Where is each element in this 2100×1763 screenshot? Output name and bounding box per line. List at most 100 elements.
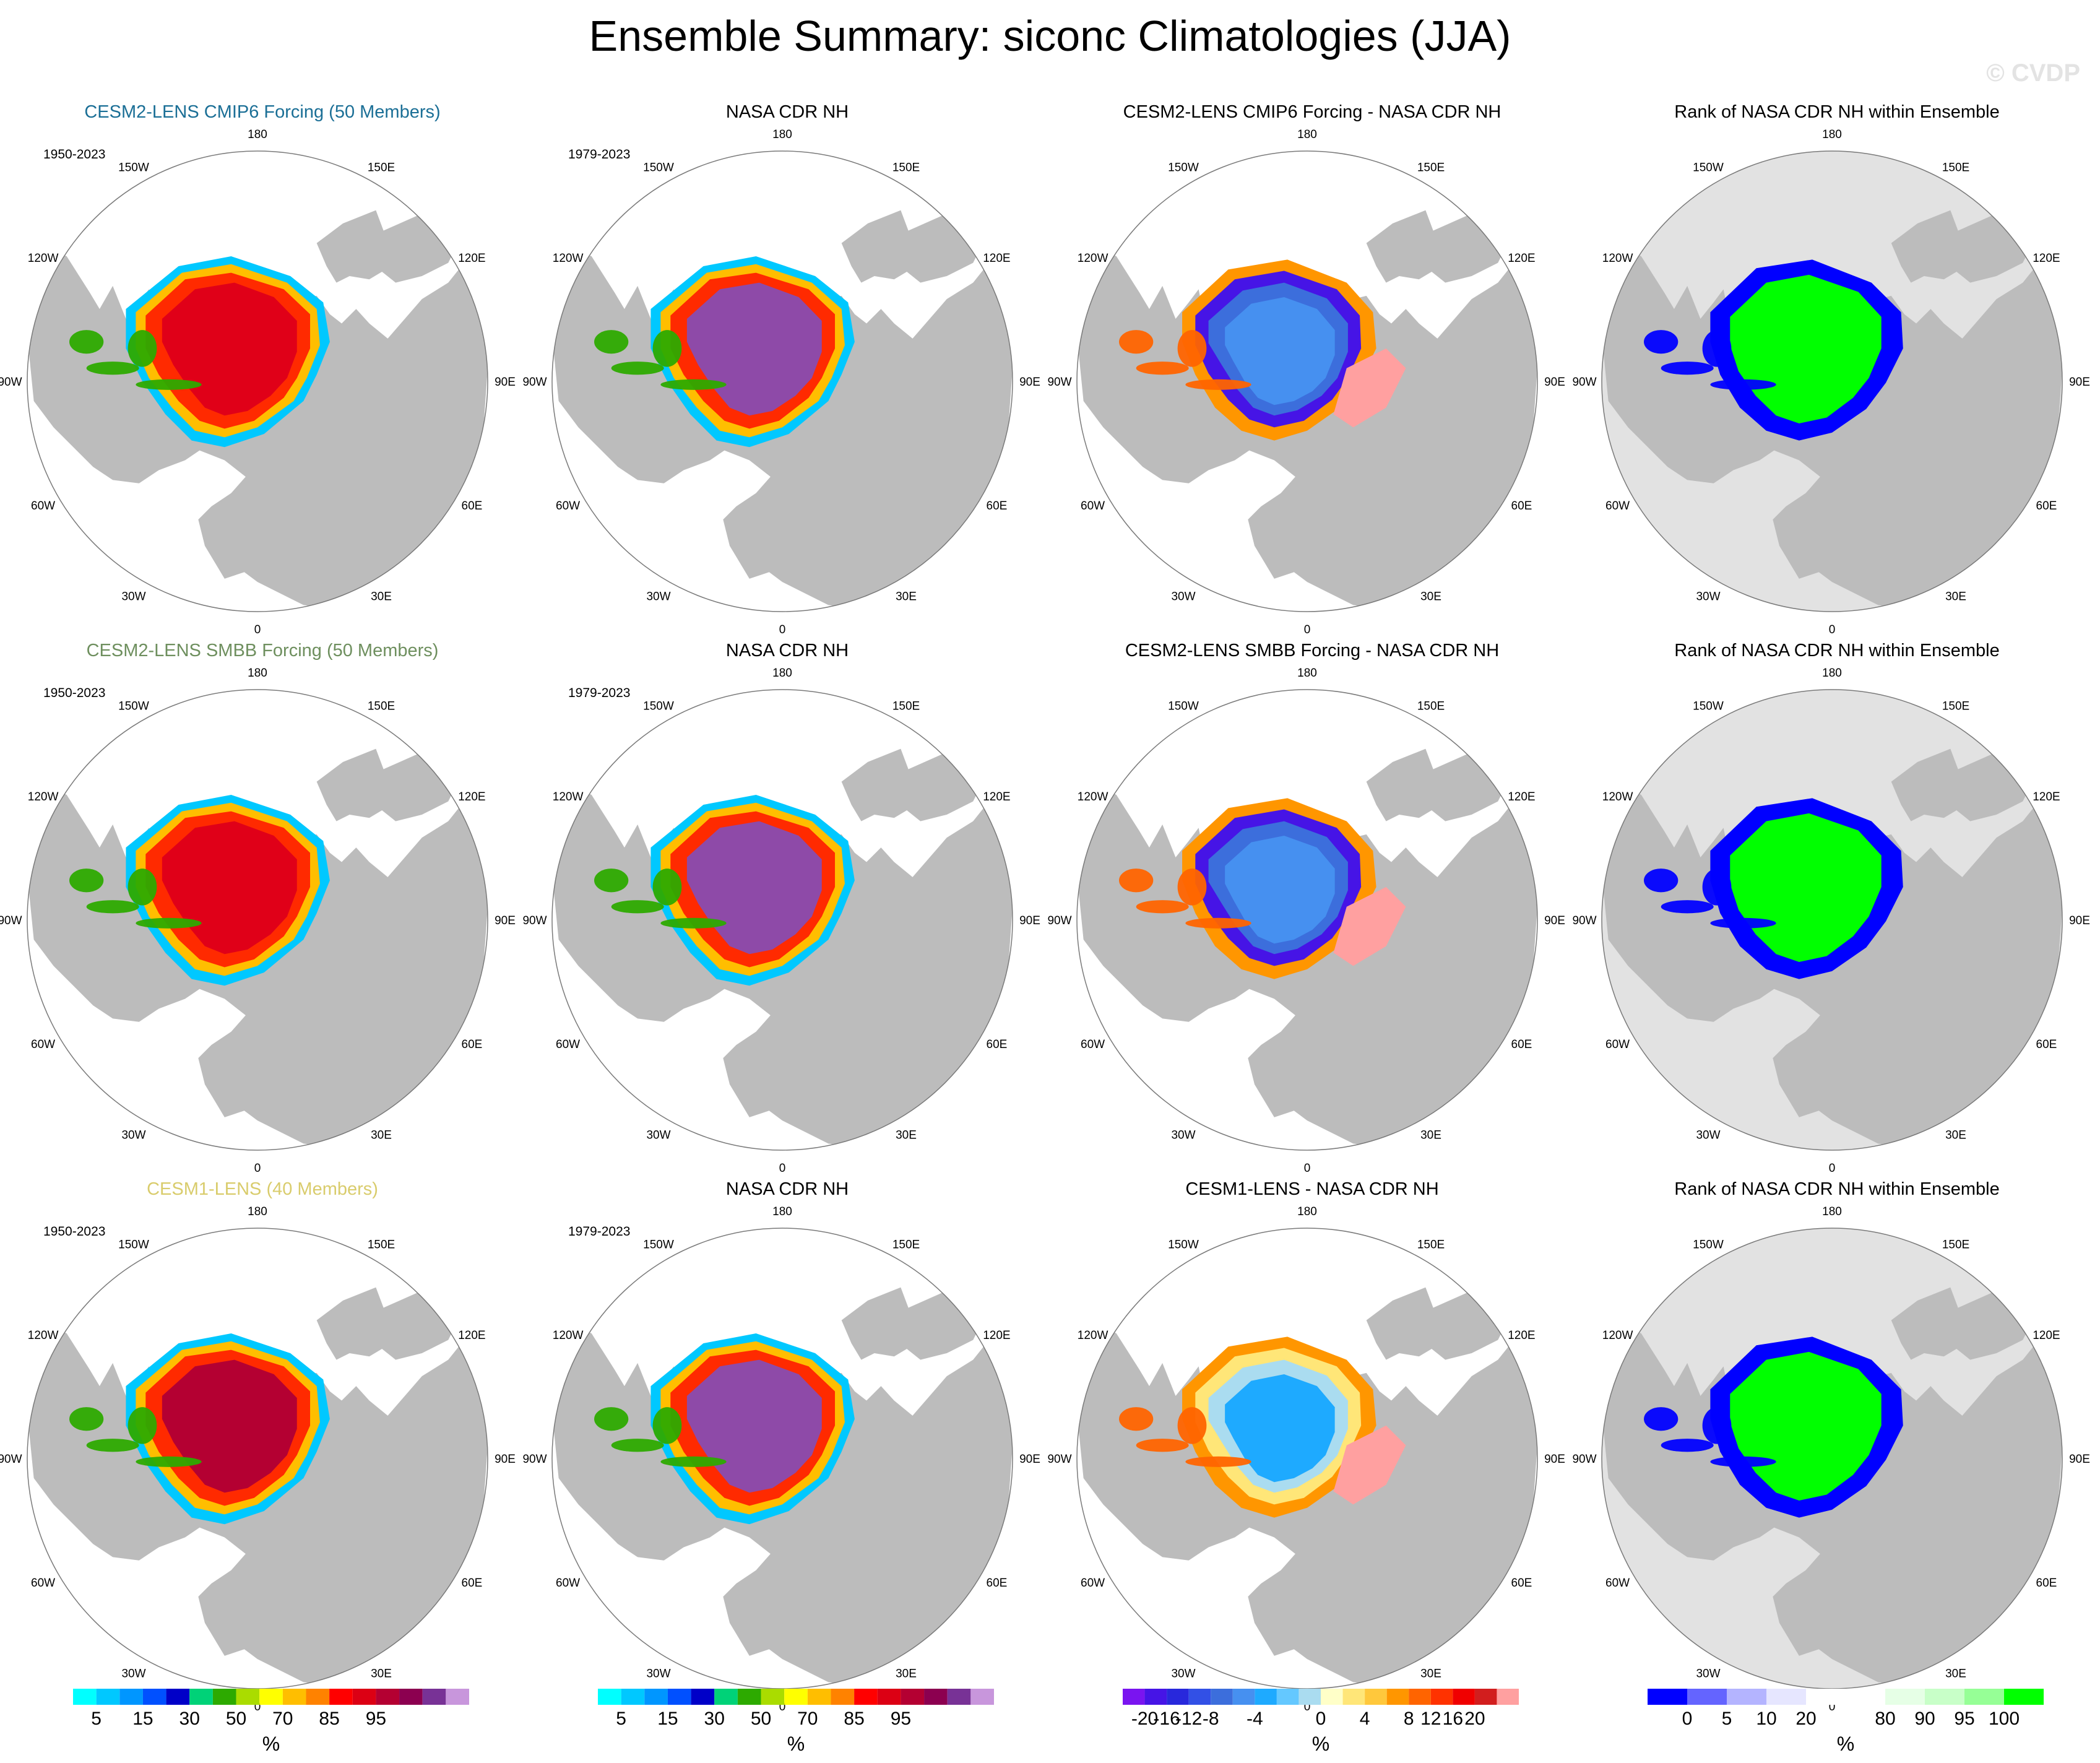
colorbar-tick-label: 5 — [91, 1709, 102, 1729]
colorbar-swatch — [1298, 1689, 1321, 1705]
map-boundary — [551, 150, 1013, 612]
colorbar-swatch — [1430, 1689, 1453, 1705]
colorbar-swatch — [2004, 1689, 2044, 1705]
colorbar-tick-label: 0 — [1682, 1709, 1693, 1729]
longitude-label: 30E — [896, 590, 917, 603]
colorbar-tick-label: 30 — [704, 1709, 725, 1729]
longitude-label: 180 — [1822, 1205, 1842, 1218]
longitude-label: 90E — [1019, 914, 1040, 927]
colorbar-swatch — [376, 1689, 400, 1705]
longitude-label: 30W — [1696, 1667, 1720, 1680]
longitude-label: 90W — [0, 914, 22, 927]
longitude-label: 120W — [1078, 791, 1108, 804]
obs-panel-title: NASA CDR NH — [725, 102, 849, 122]
longitude-label: 150E — [1942, 1239, 1969, 1252]
colorbar-swatch — [1232, 1689, 1255, 1705]
colorbar-swatch — [831, 1689, 855, 1705]
sea-ice-field — [1644, 798, 1903, 979]
longitude-label: 150W — [1168, 700, 1199, 713]
longitude-label: 120E — [458, 791, 485, 804]
colorbar-swatch — [737, 1689, 761, 1705]
longitude-label: 60W — [1081, 1577, 1105, 1590]
longitude-label: 0 — [254, 1700, 261, 1713]
colorbar-swatch — [1453, 1689, 1475, 1705]
colorbar-swatch — [901, 1689, 925, 1705]
longitude-label: 150W — [643, 700, 674, 713]
diff-polar-map: 180 150E 120E 90E 60E 30E 0 30W 60W 90W 120W 150W — [1045, 119, 1570, 644]
longitude-label: 180 — [1822, 667, 1842, 680]
longitude-label: 150W — [643, 1239, 674, 1252]
colorbar-tick-label: 30 — [179, 1709, 200, 1729]
longitude-label: 150E — [892, 700, 920, 713]
sea-ice-field — [1644, 1336, 1903, 1518]
colorbar-tick-label: 20 — [1464, 1709, 1485, 1729]
colorbar-swatch — [96, 1689, 120, 1705]
map-boundary — [551, 689, 1013, 1151]
longitude-label: 30W — [1171, 590, 1195, 603]
colorbar-tick-label: 16 — [1443, 1709, 1463, 1729]
longitude-label: 120E — [2033, 1329, 2060, 1342]
sea-ice-field — [594, 1333, 855, 1525]
climatology-period: 1979-2023 — [568, 147, 631, 162]
colorbar-swatch — [1497, 1689, 1519, 1705]
longitude-label: 120W — [28, 252, 59, 265]
longitude-label: 30W — [121, 590, 145, 603]
colorbar-tick-label: -20 — [1131, 1709, 1158, 1729]
longitude-label: 90E — [2069, 1453, 2090, 1466]
longitude-label: 90E — [1544, 376, 1565, 389]
colorbar-tick-label: 80 — [1875, 1709, 1895, 1729]
longitude-label: 30E — [1945, 1667, 1966, 1680]
colorbar-tick-label: 95 — [1954, 1709, 1974, 1729]
longitude-label: 120E — [983, 791, 1010, 804]
colorbar-tick-label: 50 — [751, 1709, 771, 1729]
colorbar-swatch — [1321, 1689, 1343, 1705]
ens-polar-map: 180 150E 120E 90E 60E 30E 0 30W 60W 90W 120W 150W — [0, 119, 520, 644]
climatology-period: 1979-2023 — [568, 1224, 631, 1239]
longitude-label: 150W — [118, 162, 149, 175]
longitude-label: 120W — [553, 1329, 584, 1342]
longitude-label: 90E — [495, 914, 516, 927]
colorbar-swatch — [189, 1689, 213, 1705]
longitude-label: 120W — [553, 791, 584, 804]
longitude-label: 30E — [371, 1667, 392, 1680]
colorbar-swatch — [259, 1689, 283, 1705]
map-boundary — [1076, 689, 1538, 1151]
colorbar-tick-label: 85 — [844, 1709, 864, 1729]
longitude-label: 30E — [371, 1128, 392, 1141]
colorbar-swatch — [1727, 1689, 1766, 1705]
obs-panel-title: NASA CDR NH — [725, 1179, 849, 1199]
longitude-label: 60E — [1511, 500, 1532, 513]
longitude-label: 150E — [368, 162, 395, 175]
colorbar-tick-label: 85 — [319, 1709, 339, 1729]
longitude-label: 60W — [1081, 1038, 1105, 1051]
longitude-label: 120E — [2033, 252, 2060, 265]
longitude-label: 180 — [1822, 128, 1842, 141]
colorbar-swatch — [947, 1689, 971, 1705]
longitude-label: 90W — [1047, 1453, 1071, 1466]
colorbar-tick-label: 15 — [657, 1709, 678, 1729]
colorbar-tick-label: 70 — [797, 1709, 818, 1729]
longitude-label: 120W — [28, 791, 59, 804]
longitude-label: 30E — [1420, 1128, 1441, 1141]
colorbar-tick-label: 0 — [1316, 1709, 1326, 1729]
colorbar-swatch — [1885, 1689, 1925, 1705]
longitude-label: 90W — [522, 376, 547, 389]
colorbar-swatch — [1474, 1689, 1497, 1705]
longitude-label: 150W — [1168, 162, 1199, 175]
longitude-label: 150E — [1417, 700, 1445, 713]
obs-panel-title: NASA CDR NH — [725, 641, 849, 661]
colorbar-swatch — [1276, 1689, 1299, 1705]
obs-polar-map: 180 150E 120E 90E 60E 30E 0 30W 60W 90W 120W 150W — [520, 657, 1045, 1182]
longitude-label: 150W — [1693, 700, 1724, 713]
colorbar-swatch — [598, 1689, 621, 1705]
longitude-label: 30E — [1420, 1667, 1441, 1680]
map-boundary — [1601, 150, 2063, 612]
longitude-label: 30E — [1945, 590, 1966, 603]
longitude-label: 150E — [1942, 700, 1969, 713]
colorbar-tick-label: 50 — [226, 1709, 246, 1729]
longitude-label: 30E — [896, 1128, 917, 1141]
longitude-label: 150E — [368, 700, 395, 713]
colorbar-unit: % — [262, 1733, 280, 1755]
longitude-label: 150E — [1417, 162, 1445, 175]
colorbar-swatch — [970, 1689, 994, 1705]
